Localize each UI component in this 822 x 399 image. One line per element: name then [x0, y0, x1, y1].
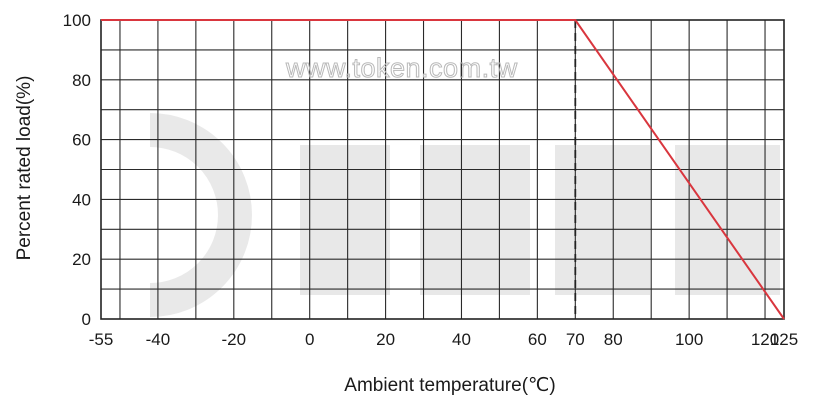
y-tick-label: 20 [72, 250, 91, 269]
grid-lines [101, 20, 784, 319]
x-tick-label: 120 [751, 330, 779, 349]
series-line-0 [101, 19, 785, 320]
x-tick-label: 40 [452, 330, 471, 349]
x-tick-label: 125 [770, 330, 798, 349]
x-tick-label: -20 [222, 330, 247, 349]
y-tick-label: 0 [82, 310, 91, 329]
y-tick-label: 60 [72, 131, 91, 150]
x-tick-label: 60 [528, 330, 547, 349]
y-tick-label: 80 [72, 71, 91, 90]
x-tick-label: -55 [89, 330, 114, 349]
y-tick-labels: 0 20 40 60 80 100 [63, 11, 91, 329]
x-tick-label: 0 [305, 330, 314, 349]
y-axis-title: Percent rated load(%) [14, 76, 35, 261]
x-tick-label: 20 [376, 330, 395, 349]
x-tick-label: 70 [566, 330, 585, 349]
x-tick-label: -40 [146, 330, 171, 349]
x-axis-title: Ambient temperature(℃) [344, 375, 555, 396]
y-tick-label: 40 [72, 190, 91, 209]
token-logo-watermark [149, 113, 780, 317]
watermark-text: www.token.com.tw [285, 53, 518, 83]
y-tick-label: 100 [63, 11, 91, 30]
series-layer [101, 19, 785, 320]
x-tick-label: 100 [675, 330, 703, 349]
x-tick-label: 80 [604, 330, 623, 349]
